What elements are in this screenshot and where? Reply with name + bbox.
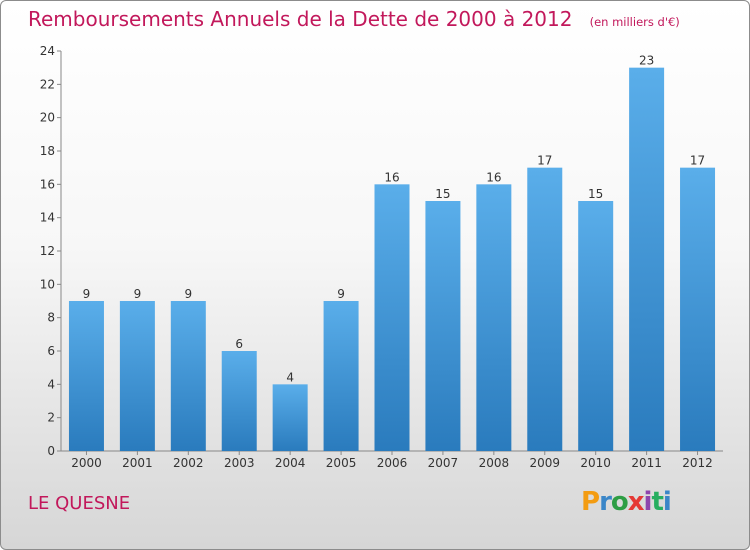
logo-letter: P: [581, 487, 600, 517]
bar: [374, 184, 410, 452]
logo-letter: x: [627, 487, 645, 517]
y-tick-label: 22: [40, 77, 55, 91]
proxiti-logo: Proxiti: [581, 487, 672, 517]
x-tick-label: 2010: [580, 456, 611, 470]
chart-title: Remboursements Annuels de la Dette de 20…: [28, 7, 680, 31]
bar: [680, 167, 716, 451]
bar: [629, 67, 665, 452]
bar: [170, 301, 206, 451]
logo-letter: o: [610, 487, 629, 517]
y-tick-label: 16: [40, 177, 55, 191]
data-label: 17: [537, 154, 552, 168]
chart-unit: (en milliers d'€): [589, 15, 680, 29]
data-label: 16: [486, 170, 501, 184]
x-tick-label: 2006: [377, 456, 408, 470]
y-tick-label: 8: [47, 311, 55, 325]
logo-letter: i: [662, 487, 672, 517]
data-label: 4: [286, 370, 294, 384]
data-label: 9: [184, 287, 192, 301]
data-label: 16: [384, 170, 399, 184]
y-tick-label: 0: [47, 444, 55, 458]
data-label: 15: [588, 187, 603, 201]
data-label: 9: [337, 287, 345, 301]
logo-letter: i: [643, 487, 653, 517]
data-label: 17: [690, 154, 705, 168]
data-label: 9: [83, 287, 91, 301]
y-tick-label: 18: [40, 144, 55, 158]
y-tick-label: 20: [40, 111, 55, 125]
data-label: 15: [435, 187, 450, 201]
x-tick-label: 2005: [326, 456, 357, 470]
x-tick-label: 2008: [479, 456, 510, 470]
logo-letter: t: [651, 487, 663, 517]
x-tick-label: 2000: [71, 456, 102, 470]
x-tick-label: 2007: [428, 456, 459, 470]
x-tick-label: 2001: [122, 456, 153, 470]
bar: [425, 201, 461, 451]
y-tick-label: 14: [40, 211, 55, 225]
logo-letter: r: [599, 487, 612, 517]
bar: [68, 301, 104, 451]
commune-name: LE QUESNE: [28, 493, 131, 514]
bar: [119, 301, 155, 451]
x-tick-label: 2004: [275, 456, 306, 470]
x-tick-label: 2003: [224, 456, 255, 470]
bar: [272, 384, 308, 451]
chart-title-text: Remboursements Annuels de la Dette de 20…: [28, 7, 573, 31]
data-label: 23: [639, 54, 654, 68]
y-tick-label: 4: [47, 377, 55, 391]
bar: [221, 351, 257, 451]
bar: [476, 184, 512, 452]
x-tick-label: 2011: [631, 456, 662, 470]
bar: [578, 201, 614, 451]
bar: [323, 301, 359, 451]
y-tick-label: 6: [47, 344, 55, 358]
x-tick-label: 2009: [529, 456, 560, 470]
y-tick-label: 24: [40, 44, 55, 58]
x-tick-label: 2012: [682, 456, 713, 470]
bar: [527, 167, 563, 451]
x-tick-label: 2002: [173, 456, 204, 470]
data-label: 9: [134, 287, 142, 301]
y-tick-label: 2: [47, 411, 55, 425]
y-tick-label: 12: [40, 244, 55, 258]
data-label: 6: [235, 337, 243, 351]
y-tick-label: 10: [40, 277, 55, 291]
